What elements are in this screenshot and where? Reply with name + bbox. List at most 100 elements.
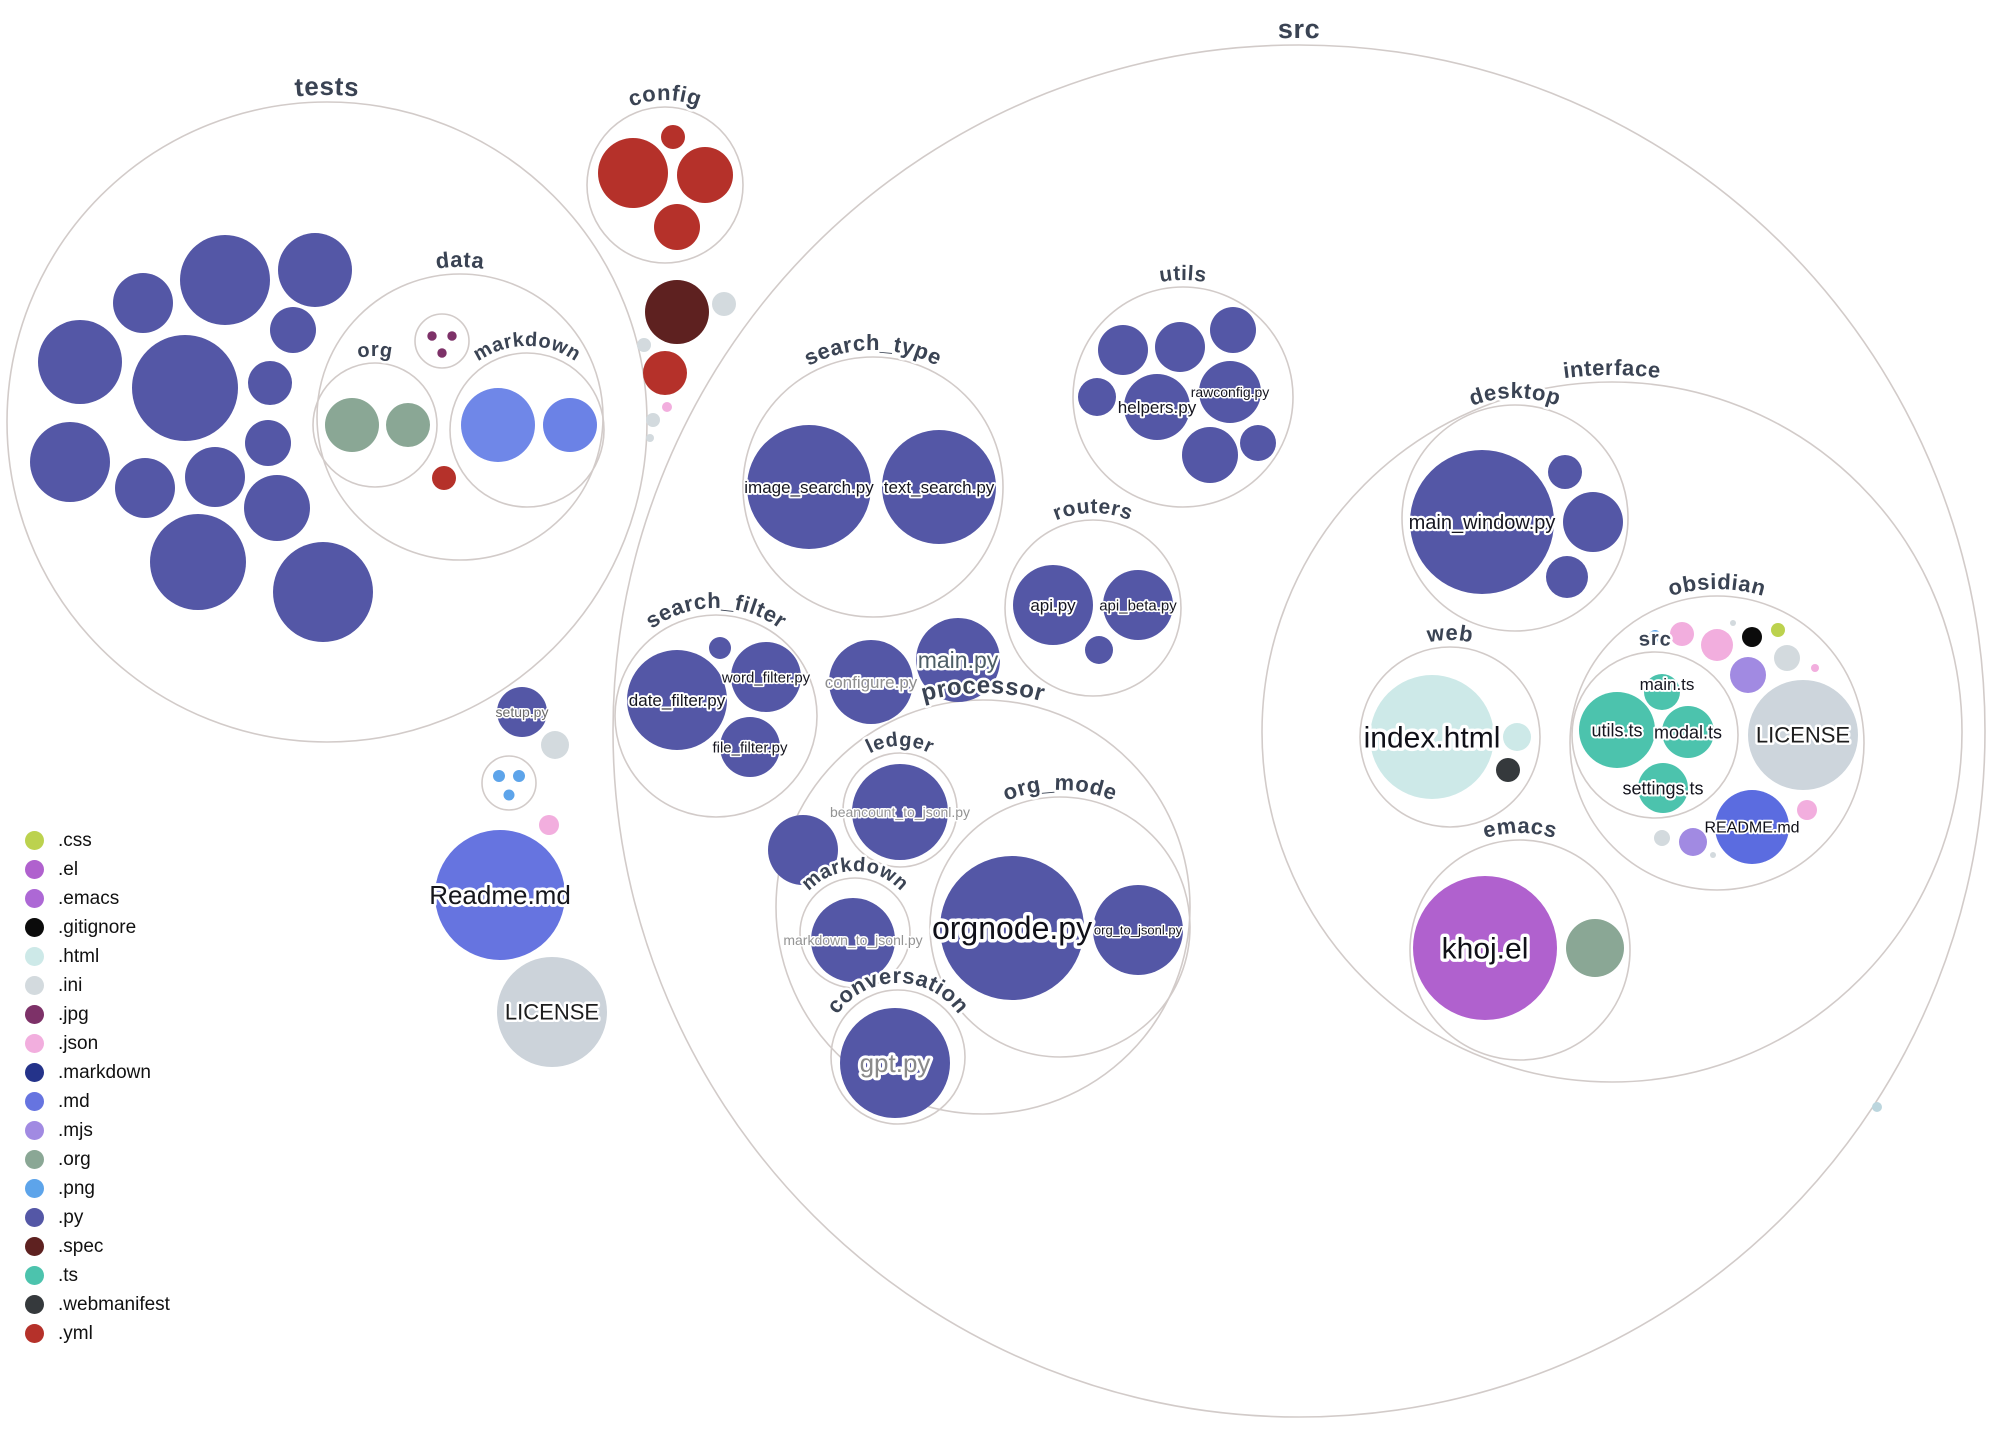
- file-circle-data-md-2: [543, 398, 597, 452]
- file-circle-data-org-1: [325, 398, 379, 452]
- file-circle-rawconfig-py: [1199, 361, 1261, 423]
- legend-color-dot-markdown: [25, 1063, 44, 1082]
- dir-label-data-org: org: [356, 339, 395, 363]
- dir-label-interface: interface: [1562, 355, 1663, 383]
- legend-item-yml: .yml: [25, 1319, 170, 1348]
- file-circle-utils-py-2: [1155, 322, 1205, 372]
- file-circle-obs-ini-1: [1730, 620, 1736, 626]
- dir-circle-data-markdown: [449, 352, 605, 508]
- file-circle-utils-py-6: [1240, 425, 1276, 461]
- dir-circle-utils: [1072, 286, 1294, 508]
- file-circle-tests-py-2: [180, 235, 270, 325]
- legend-color-dot-html: [25, 947, 44, 966]
- legend-color-dot-gitignore: [25, 918, 44, 937]
- legend-item-css: .css: [25, 826, 170, 855]
- legend-label: .spec: [58, 1235, 104, 1257]
- file-circle-license-obsidian: [1748, 680, 1858, 790]
- dir-label-emacs: emacs: [1480, 813, 1560, 843]
- dir-label-data-markdown: markdown: [470, 329, 585, 366]
- file-circle-license-root: [497, 957, 607, 1067]
- dir-label-org_mode: org_mode: [999, 770, 1121, 806]
- file-circle-tests-py-10: [115, 458, 175, 518]
- file-circle-modal-ts: [1662, 706, 1714, 758]
- file-circle-markdown-to-jsonl-py: [811, 898, 895, 982]
- file-label-markdown-to-jsonl-py: markdown_to_jsonl.py: [783, 932, 922, 948]
- file-circle-main-window-py: [1410, 450, 1554, 594]
- legend-label: .ini: [58, 974, 83, 996]
- legend-item-ini: .ini: [25, 971, 170, 1000]
- dir-label-search_type: search_type: [800, 330, 946, 370]
- legend-item-markdown: .markdown: [25, 1058, 170, 1087]
- dir-circle-search_filter: [614, 614, 818, 818]
- file-label-beancount-to-jsonl-py: beancount_to_jsonl.py: [830, 804, 970, 820]
- file-circle-tests-py-11: [185, 447, 245, 507]
- legend-item-webmanifest: .webmanifest: [25, 1290, 170, 1319]
- legend-color-dot-json: [25, 1034, 44, 1053]
- file-circle-org-to-jsonl-py: [1093, 885, 1183, 975]
- legend-color-dot-mjs: [25, 1121, 44, 1140]
- dir-label-search_filter: search_filter: [641, 588, 792, 633]
- dir-label-obsidian-src: src: [1637, 628, 1672, 651]
- file-circle-obs-css: [1771, 623, 1785, 637]
- file-circle-beancount-to-jsonl-py: [852, 764, 948, 860]
- file-label-configure-py: configure.py: [825, 673, 918, 692]
- legend-color-dot-png: [25, 1179, 44, 1198]
- file-circle-tests-py-1: [113, 273, 173, 333]
- file-circle-main-py: [916, 618, 1000, 702]
- legend-item-json: .json: [25, 1029, 170, 1058]
- file-circle-web-webmanifest: [1496, 758, 1520, 782]
- file-circle-text-search-py: [882, 430, 996, 544]
- legend-label: .py: [58, 1206, 84, 1228]
- file-circle-obs-json-3: [1811, 664, 1819, 672]
- legend-color-dot-md: [25, 1092, 44, 1111]
- file-circle-root-json-2: [662, 402, 672, 412]
- dir-circle-emacs: [1409, 839, 1631, 1061]
- file-circle-data-md-1: [461, 388, 535, 462]
- file-label-khoj-el: khoj.el: [1442, 933, 1529, 966]
- file-circle-root-ini-2: [712, 292, 736, 316]
- file-label-license-obsidian: LICENSE: [1756, 723, 1850, 748]
- file-circle-config-yml-4: [654, 204, 700, 250]
- file-circle-obs-json-2: [1701, 629, 1733, 661]
- file-circle-root-ini-4: [646, 413, 660, 427]
- file-circle-root-png-3: [503, 789, 515, 801]
- legend-color-dot-jpg: [25, 1005, 44, 1024]
- file-circle-utils-py-4: [1078, 378, 1116, 416]
- file-label-main-py: main.py: [918, 647, 999, 673]
- dir-circle-org_mode: [929, 796, 1191, 1058]
- dir-label-processor: processor: [918, 672, 1048, 707]
- file-circle-root-png-1: [493, 770, 505, 782]
- file-circle-tests-py-9: [30, 422, 110, 502]
- dir-circle-desktop: [1401, 404, 1629, 632]
- file-label-utils-ts: utils.ts: [1591, 720, 1642, 740]
- legend-color-dot-emacs: [25, 889, 44, 908]
- file-circle-tests-py-4: [270, 307, 316, 353]
- file-circle-obs-mjs-2: [1679, 828, 1707, 856]
- legend-label: .html: [58, 945, 100, 967]
- legend-label: .css: [58, 829, 92, 851]
- dir-circle-conversation: [830, 989, 966, 1125]
- file-circle-proc-py-1: [768, 815, 838, 885]
- legend-color-dot-org: [25, 1150, 44, 1169]
- dir-circle-proc-markdown: [799, 877, 911, 989]
- file-circle-root-ini-1: [541, 731, 569, 759]
- file-circle-index-html: [1370, 675, 1494, 799]
- legend-color-dot-ini: [25, 976, 44, 995]
- legend-label: .png: [58, 1177, 95, 1199]
- file-label-readme-md-obsidian: README.md: [1704, 820, 1799, 837]
- dir-label-utils: utils: [1158, 262, 1208, 287]
- legend-label: .el: [58, 858, 79, 880]
- legend-label: .yml: [58, 1322, 93, 1344]
- file-circle-utils-py-5: [1182, 427, 1238, 483]
- file-circle-tests-py-8: [245, 420, 291, 466]
- dir-circle-search_type: [742, 356, 1004, 618]
- legend-label: .ts: [58, 1264, 79, 1286]
- file-circle-tests-py-7: [248, 361, 292, 405]
- file-circle-utils-py-3: [1210, 307, 1256, 353]
- dir-circle-obsidian: [1569, 595, 1865, 891]
- file-circle-tests-py-13: [150, 514, 246, 610]
- legend-color-dot-yml: [25, 1324, 44, 1343]
- file-circle-api-beta-py: [1103, 570, 1173, 640]
- dir-label-tests: tests: [293, 71, 360, 102]
